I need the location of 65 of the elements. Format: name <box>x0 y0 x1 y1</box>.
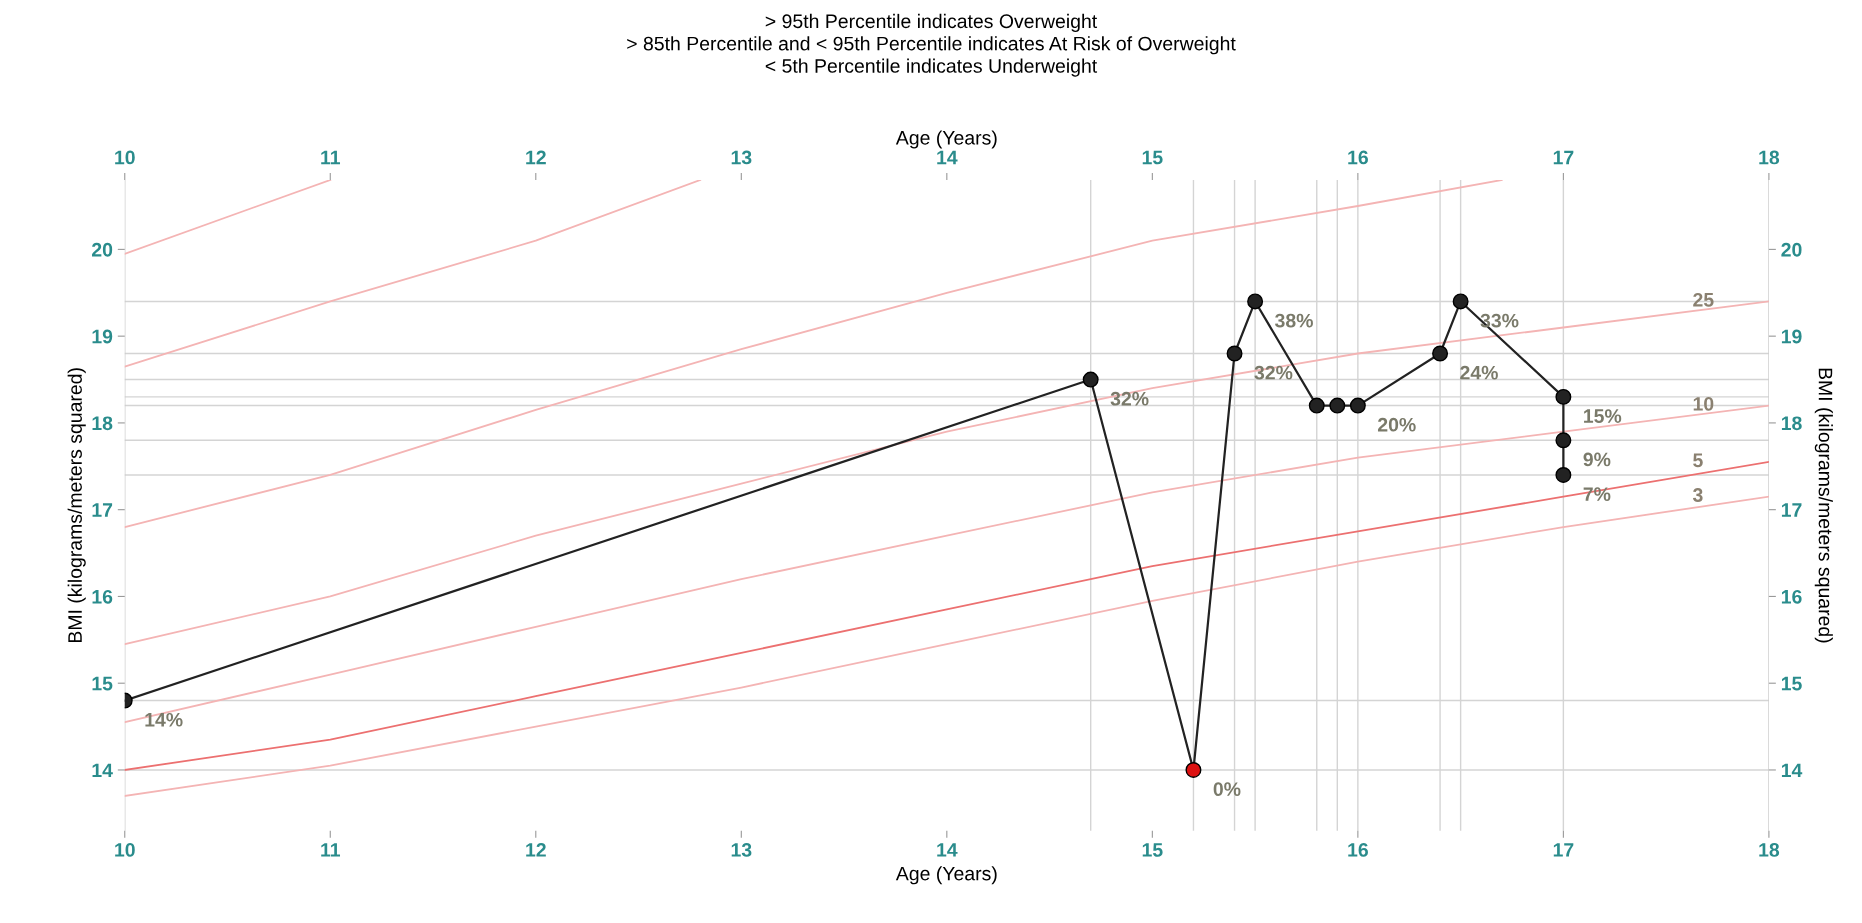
y2-tick-label: 20 <box>1781 242 1802 257</box>
y-tick-label: 17 <box>92 503 113 517</box>
x2-tick-label: 18 <box>1759 150 1780 165</box>
point <box>1555 466 1572 483</box>
point <box>1432 345 1449 362</box>
x2-axis-title: Age (Years) <box>895 130 997 149</box>
x-tick-label: 16 <box>1348 843 1368 857</box>
annotation: 7% <box>1583 487 1611 501</box>
x2-tick-label: 17 <box>1553 150 1574 165</box>
x2-tick-label: 13 <box>731 150 752 165</box>
point <box>1452 293 1469 310</box>
y-tick-label: 20 <box>92 242 113 257</box>
annotation: 20% <box>1377 417 1416 432</box>
x2-tick-label: 12 <box>526 150 546 165</box>
point <box>1226 345 1243 362</box>
chart-title: > 95th Percentile indicates Overweight > 85th Percentile and < 95th Percentile indicates At Risk of Overweight < 5th Percentile indicates Underweight <box>627 13 1236 77</box>
annotation: 0% <box>1213 782 1241 797</box>
x-tick-label: 15 <box>1142 843 1163 857</box>
point <box>1185 761 1202 778</box>
y2-tick-label: 17 <box>1781 503 1802 517</box>
point <box>1082 371 1099 388</box>
x-tick-label: 12 <box>526 843 546 857</box>
point <box>1308 397 1325 414</box>
x2-tick-label: 14 <box>937 150 958 165</box>
x-axis-title: Age (Years) <box>895 866 997 885</box>
x-tick-label: 10 <box>115 843 135 857</box>
y2-tick-label: 19 <box>1781 329 1802 344</box>
x-tick-label: 13 <box>731 843 752 857</box>
y2-tick-label: 15 <box>1781 676 1802 691</box>
annotation: 24% <box>1460 365 1498 380</box>
annotation: 32% <box>1254 365 1293 380</box>
annotation: 33% <box>1480 313 1519 328</box>
point <box>1555 432 1572 449</box>
annotation: 15% <box>1584 409 1622 423</box>
y-tick-label: 14 <box>92 763 113 778</box>
annotation: 32% <box>1110 391 1149 406</box>
x2-tick-label: 16 <box>1348 150 1368 165</box>
point <box>1247 293 1264 310</box>
point <box>1349 397 1366 414</box>
y2-tick-label: 18 <box>1781 416 1802 431</box>
y-tick-label: 18 <box>92 416 113 431</box>
y-tick-label: 16 <box>92 589 113 604</box>
annotation: 38% <box>1275 313 1313 328</box>
series-label: 25 <box>1693 292 1714 307</box>
x2-tick-label: 10 <box>115 150 135 165</box>
x-tick-label: 17 <box>1553 843 1574 857</box>
point <box>1329 397 1346 414</box>
y-tick-label: 15 <box>92 676 113 691</box>
x-tick-label: 11 <box>321 843 341 857</box>
y-axis-title: BMI (kilograms/meters squared) <box>67 368 86 643</box>
series-label: 3 <box>1692 488 1703 502</box>
y2-tick-label: 16 <box>1781 589 1802 604</box>
y-tick-label: 19 <box>92 329 113 344</box>
series-label: 5 <box>1693 453 1703 468</box>
y2-tick-label: 14 <box>1781 763 1803 778</box>
x2-tick-label: 11 <box>321 150 341 165</box>
annotation: 9% <box>1583 452 1611 467</box>
x-tick-label: 18 <box>1759 843 1780 857</box>
series-label: 10 <box>1693 397 1714 411</box>
annotation: 14% <box>145 712 183 727</box>
line-series <box>124 179 702 368</box>
x-tick-label: 14 <box>937 843 958 857</box>
point <box>1555 388 1572 405</box>
y2-axis-title: BMI (kilograms/meters squared) <box>1814 368 1833 643</box>
x2-tick-label: 15 <box>1142 150 1163 165</box>
